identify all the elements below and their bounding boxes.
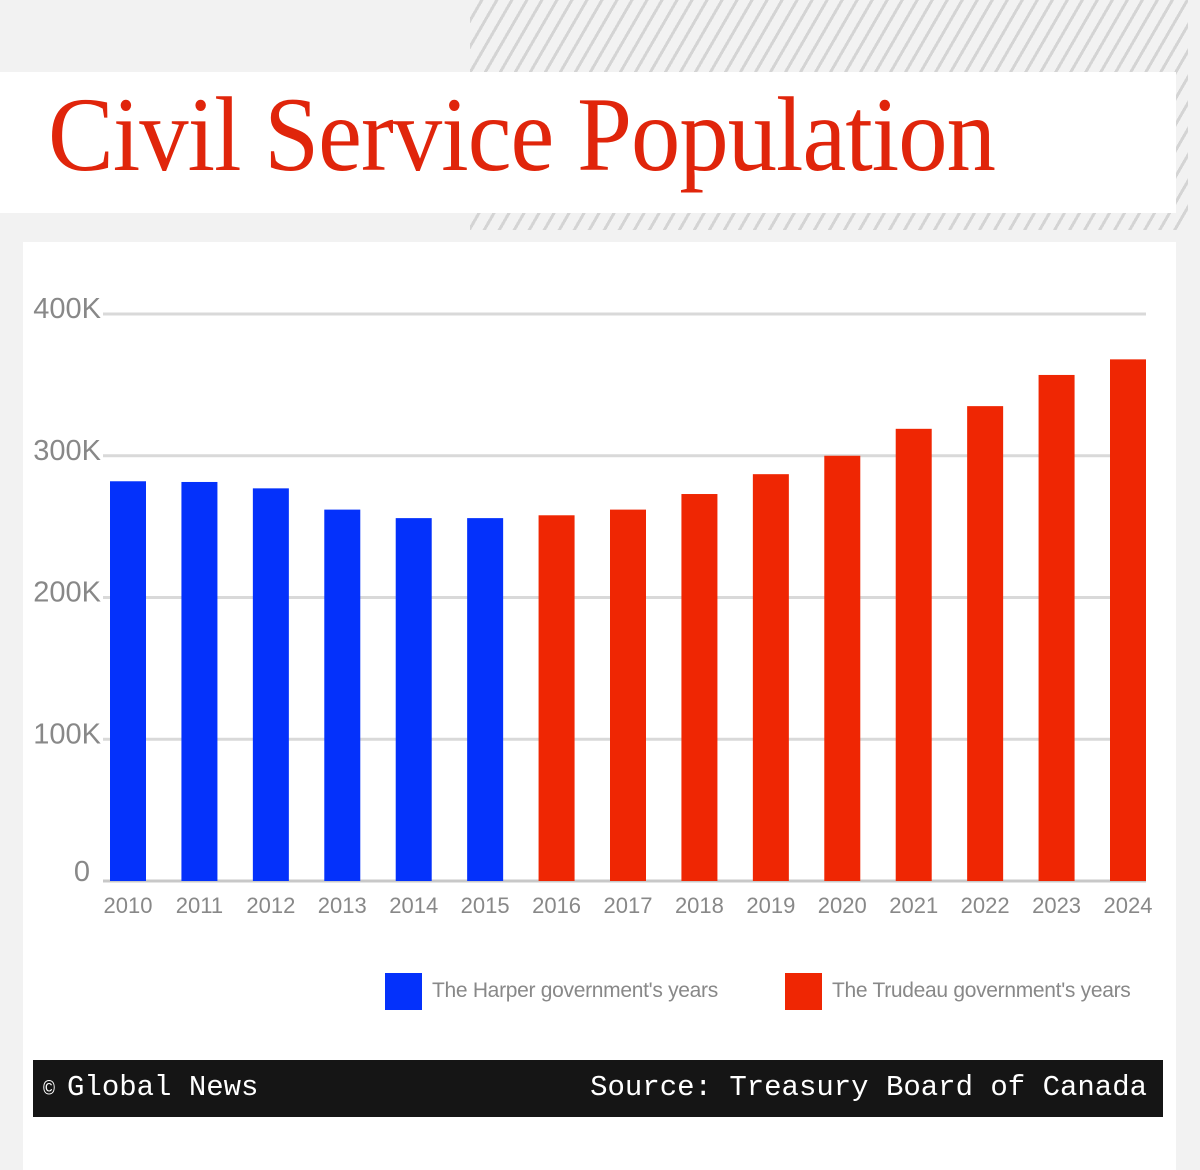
x-tick-label: 2020 xyxy=(818,893,867,918)
footer-bar: © Global News Source: Treasury Board of C… xyxy=(33,1060,1163,1117)
x-tick-label: 2019 xyxy=(746,893,795,918)
credit: © Global News xyxy=(43,1071,258,1104)
bar-2023 xyxy=(1038,374,1075,881)
y-tick-label: 0 xyxy=(74,856,90,888)
page-title: Civil Service Population xyxy=(48,76,996,193)
bar-2014 xyxy=(395,518,432,881)
y-tick-label: 200K xyxy=(33,577,101,609)
copyright-symbol: © xyxy=(43,1079,56,1102)
legend-item-harper: The Harper government's years xyxy=(385,972,718,1010)
x-tick-label: 2016 xyxy=(532,893,581,918)
credit-text: Global News xyxy=(67,1071,259,1104)
bar-2012 xyxy=(252,488,289,881)
x-tick-label: 2024 xyxy=(1104,893,1153,918)
x-tick-label: 2018 xyxy=(675,893,724,918)
x-tick-label: 2012 xyxy=(246,893,295,918)
x-tick-label: 2022 xyxy=(961,893,1010,918)
bar-2021 xyxy=(895,428,932,881)
y-tick-label: 300K xyxy=(33,435,101,467)
x-tick-label: 2017 xyxy=(604,893,653,918)
x-tick-label: 2023 xyxy=(1032,893,1081,918)
title-band xyxy=(0,72,1176,213)
source-text: Source: Treasury Board of Canada xyxy=(590,1071,1147,1104)
bar-2018 xyxy=(681,494,718,881)
bar-2022 xyxy=(967,406,1004,881)
x-tick-label: 2015 xyxy=(461,893,510,918)
y-tick-label: 100K xyxy=(33,718,101,750)
bar-2015 xyxy=(467,518,504,881)
bar-2011 xyxy=(181,481,218,881)
bar-2024 xyxy=(1110,359,1146,881)
legend-label-trudeau: The Trudeau government's years xyxy=(832,979,1131,1002)
x-tick-label: 2013 xyxy=(318,893,367,918)
legend-label-harper: The Harper government's years xyxy=(432,979,718,1002)
legend-item-trudeau: The Trudeau government's years xyxy=(785,972,1131,1010)
bar-2019 xyxy=(752,474,789,881)
x-tick-label: 2010 xyxy=(104,893,153,918)
bar-2013 xyxy=(324,509,361,881)
x-tick-label: 2011 xyxy=(176,893,223,918)
bar-2020 xyxy=(824,455,861,881)
y-tick-label: 400K xyxy=(33,293,101,325)
bar-2017 xyxy=(610,509,646,881)
legend-swatch-harper xyxy=(385,972,422,1010)
x-tick-label: 2014 xyxy=(389,893,438,918)
legend-swatch-trudeau xyxy=(785,972,822,1010)
bar-2016 xyxy=(538,515,575,881)
bar-2010 xyxy=(110,481,146,881)
x-tick-label: 2021 xyxy=(889,893,938,918)
